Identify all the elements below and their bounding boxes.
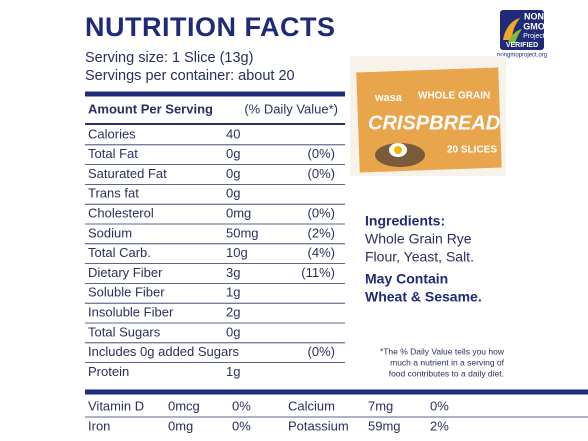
badge-text: Project (523, 33, 545, 40)
mineral-cell: 0mcg (168, 398, 200, 413)
badge-leaf (508, 29, 522, 44)
nutrient-name: Sodium (88, 225, 132, 240)
badge-text: VERIFIED (506, 42, 538, 49)
nutrient-dv: (11%) (301, 265, 335, 280)
mineral-cell: Potassium (288, 418, 349, 433)
nutrient-dv: (0%) (308, 344, 335, 359)
allergen: Wheat & Sesame. (365, 289, 482, 305)
nutrient-dv: (2%) (308, 225, 335, 240)
nutrient-amount: 40 (226, 126, 240, 141)
title: NUTRITION FACTS (85, 12, 336, 42)
table-header: (% Daily Value*) (244, 101, 338, 116)
nutrient-name: Protein (88, 364, 129, 379)
product-count: 20 SLICES (447, 145, 497, 156)
mineral-cell: Vitamin D (88, 398, 144, 413)
nutrient-name: Soluble Fiber (88, 285, 165, 300)
nutrient-dv: (4%) (308, 245, 335, 260)
nutrient-amount: 0mg (226, 206, 251, 221)
ingredients-line: Flour, Yeast, Salt. (365, 249, 474, 265)
nutrient-amount: 0g (226, 324, 240, 339)
nutrient-amount: 50mg (226, 225, 259, 240)
nutrient-name: Includes 0g added Sugars (88, 344, 240, 359)
badge-text: GMO (523, 21, 545, 31)
mineral-cell: 2% (430, 418, 449, 433)
nutrient-name: Total Sugars (88, 324, 161, 339)
nutrient-amount: 0g (226, 166, 240, 181)
minerals: Vitamin D 0mcg 0% Calcium 7mg 0% Iron 0mg 0% Pota… (85, 398, 588, 433)
table-header: Amount Per Serving (88, 101, 213, 116)
nutrient-name: Total Carb. (88, 245, 151, 260)
mineral-cell: 0% (232, 418, 251, 433)
nutrient-name: Saturated Fat (88, 166, 167, 181)
product-name: CRISPBREAD (368, 112, 500, 134)
nutrient-amount: 1g (226, 285, 240, 300)
ingredients-label: Ingredients: (365, 213, 445, 229)
mineral-cell: 59mg (368, 418, 401, 433)
footnote: *The % Daily Value tells you how (380, 346, 505, 356)
mineral-cell: Iron (88, 418, 110, 433)
footnote: food contributes to a daily diet. (389, 368, 504, 378)
badge-text: NON (524, 11, 544, 21)
allergen: May Contain (365, 271, 448, 287)
serving-size: Serving size: 1 Slice (13g) (85, 50, 253, 66)
mineral-cell: 7mg (368, 398, 393, 413)
footnote: much a nutrient in a serving of (390, 357, 505, 367)
product-yolk (394, 146, 402, 154)
mineral-cell: 0% (232, 398, 251, 413)
nutrient-name: Insoluble Fiber (88, 305, 174, 320)
mineral-cell: 0% (430, 398, 449, 413)
nutrient-dv: (0%) (308, 206, 335, 221)
nutrient-name: Total Fat (88, 146, 138, 161)
nutrient-amount: 0g (226, 146, 240, 161)
nutrient-name: Calories (88, 126, 136, 141)
product-variety: WHOLE GRAIN (418, 91, 490, 102)
mineral-cell: Calcium (288, 398, 335, 413)
ingredients-line: Whole Grain Rye (365, 231, 472, 247)
nutrient-name: Trans fat (88, 186, 139, 201)
nutrient-name: Cholesterol (88, 206, 154, 221)
product-brand: wasa (374, 92, 403, 104)
mineral-cell: 0mg (168, 418, 193, 433)
badge-leaf (503, 18, 520, 40)
nutrient-amount: 10g (226, 245, 248, 260)
nutrient-name: Dietary Fiber (88, 265, 163, 280)
product-image: wasa WHOLE GRAIN CRISPBREAD 20 SLICES (350, 56, 506, 176)
non-gmo-badge: NON GMO Project VERIFIED nongmoproject.o… (497, 10, 547, 59)
nutrient-amount: 1g (226, 364, 240, 379)
nutrient-amount: 2g (226, 305, 240, 320)
nutrient-amount: 3g (226, 265, 240, 280)
badge-url: nongmoproject.org (497, 53, 547, 59)
servings-per-container: Servings per container: about 20 (85, 68, 295, 84)
nutrient-dv: (0%) (308, 146, 335, 161)
table-rows: Calories 40 Total Fat 0g (0%) Saturated Fat 0g… (85, 126, 345, 379)
nutrient-amount: 0g (226, 186, 240, 201)
nutrient-dv: (0%) (308, 166, 335, 181)
